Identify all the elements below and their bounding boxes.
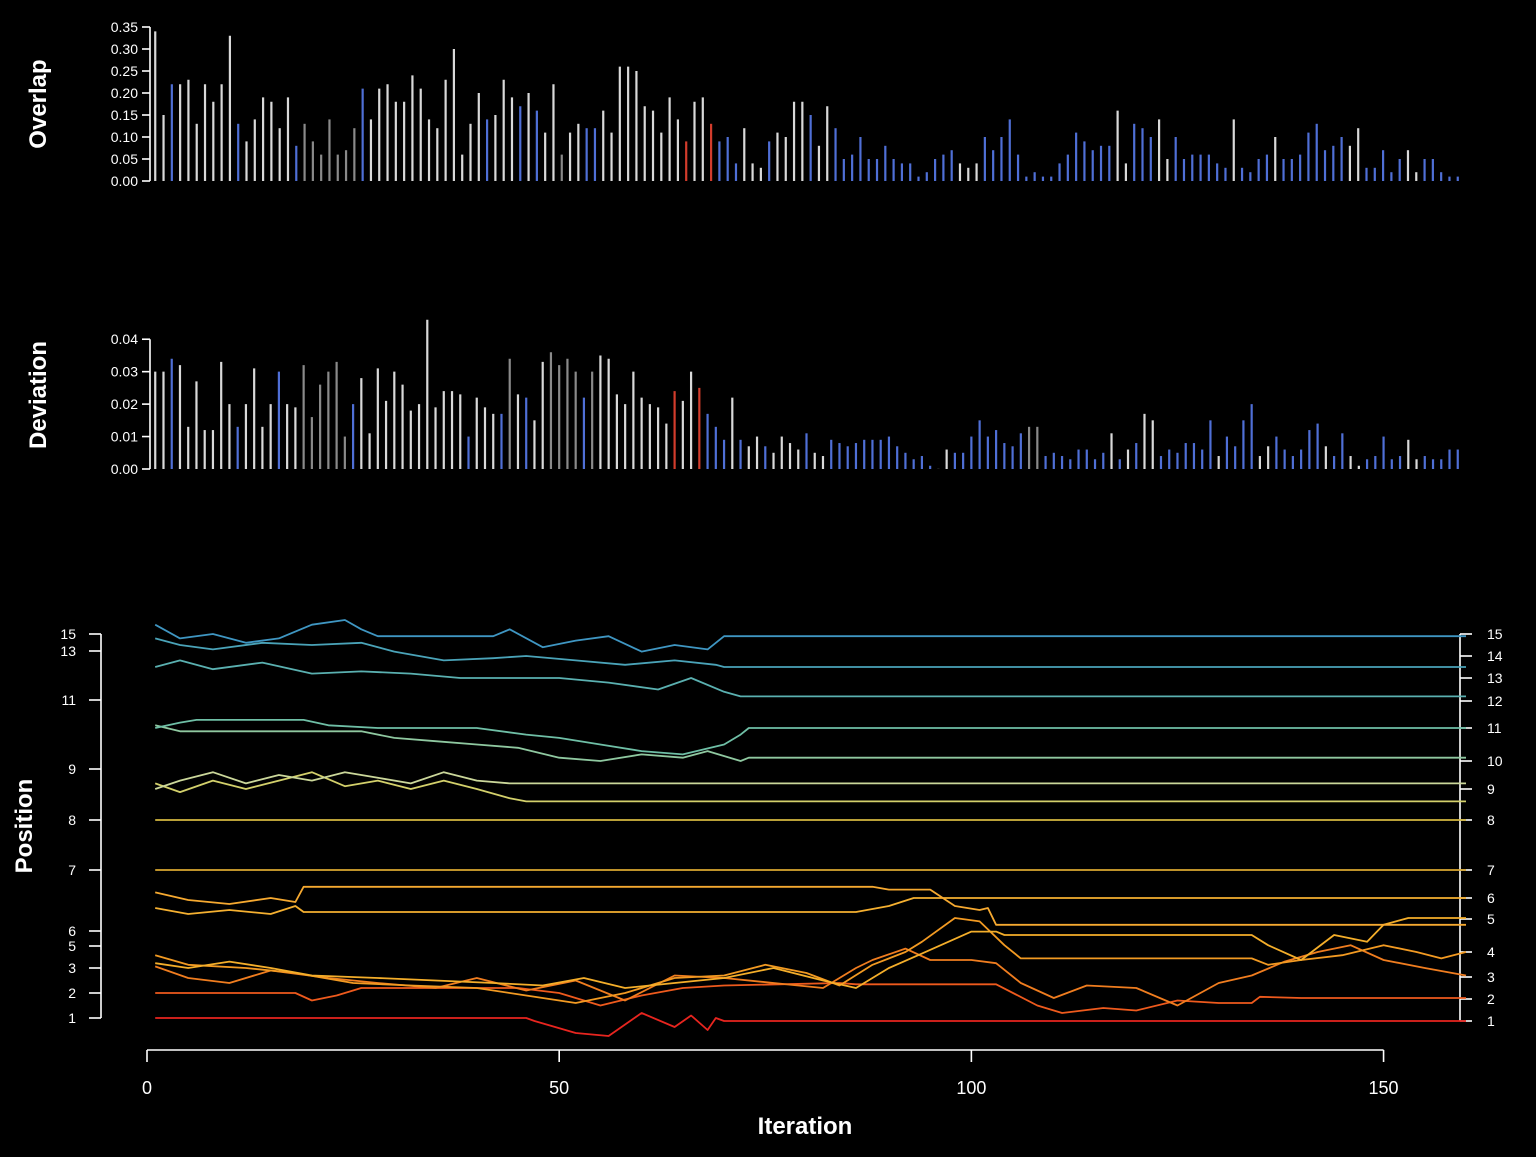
position-left-tick-label: 11: [61, 692, 76, 708]
deviation-ylabel: Deviation: [25, 341, 52, 449]
position-series-line: [154, 885, 1466, 926]
position-left-tick-label: 7: [68, 862, 76, 878]
deviation-panel: Deviation 0.00 0.01 0.02 0.03 0.04: [25, 319, 1459, 477]
position-right-tick-label: 7: [1487, 862, 1495, 878]
position-right-tick-label: 13: [1487, 670, 1503, 686]
position-series-line: [154, 724, 1466, 762]
overlap-y-tick-label: 0.10: [111, 129, 138, 145]
position-right-tick-label: 6: [1487, 890, 1495, 906]
overlap-y-axis: 0.00 0.05 0.10 0.15 0.20 0.25 0.30 0.35: [111, 19, 151, 189]
deviation-y-tick-label: 0.02: [111, 396, 138, 412]
position-left-tick-label: 1: [68, 1010, 76, 1026]
deviation-bars: [154, 319, 1459, 469]
deviation-y-tick-label: 0.04: [111, 331, 138, 347]
position-right-tick-label: 12: [1487, 693, 1503, 709]
overlap-y-tick-label: 0.15: [111, 107, 138, 123]
position-right-tick-label: 9: [1487, 781, 1495, 797]
overlap-y-tick-label: 0.00: [111, 173, 138, 189]
position-series-line: [155, 897, 1466, 915]
x-tick-label: 100: [956, 1078, 986, 1098]
position-right-tick-label: 8: [1487, 812, 1495, 828]
position-right-tick-label: 3: [1487, 969, 1495, 985]
position-series-line: [154, 771, 1466, 803]
overlap-y-tick-label: 0.25: [111, 63, 138, 79]
position-right-tick-label: 10: [1487, 753, 1503, 769]
deviation-y-tick-label: 0.01: [111, 429, 138, 445]
overlap-ylabel: Overlap: [25, 59, 52, 148]
deviation-y-axis: 0.00 0.01 0.02 0.03 0.04: [111, 331, 151, 477]
position-series-line: [154, 637, 1466, 668]
overlap-y-tick-label: 0.30: [111, 41, 138, 57]
position-left-tick-label: 2: [68, 985, 76, 1001]
position-series-line: [155, 1012, 1466, 1037]
overlap-panel: Overlap 0.00 0.05 0.10 0.15 0.20 0.25 0.30 0.35: [25, 19, 1459, 189]
overlap-y-tick-label: 0.20: [111, 85, 138, 101]
x-tick-label: 0: [142, 1078, 152, 1098]
position-series-line: [154, 771, 1466, 790]
position-right-tick-label: 14: [1487, 648, 1503, 664]
position-series-line: [155, 719, 1466, 756]
position-left-tick-label: 3: [68, 960, 76, 976]
overlap-y-tick-label: 0.35: [111, 19, 138, 35]
position-right-tick-label: 2: [1487, 991, 1495, 1007]
position-right-tick-label: 11: [1487, 720, 1502, 736]
position-right-tick-label: 15: [1487, 626, 1503, 642]
position-right-tick-label: 5: [1487, 911, 1495, 927]
position-ylabel: Position: [11, 779, 38, 874]
position-left-tick-label: 9: [68, 761, 76, 777]
position-series-line: [155, 982, 1466, 1014]
position-series-line: [154, 659, 1466, 698]
position-left-tick-label: 8: [68, 812, 76, 828]
position-left-tick-label: 5: [68, 938, 76, 954]
deviation-y-tick-label: 0.03: [111, 364, 138, 380]
position-left-tick-label: 6: [68, 923, 76, 939]
deviation-y-tick-label: 0.00: [111, 461, 138, 477]
iteration-xlabel: Iteration: [758, 1113, 853, 1140]
position-lines: [154, 619, 1467, 1037]
position-right-tick-label: 4: [1487, 944, 1495, 960]
x-tick-label: 50: [549, 1078, 569, 1098]
position-right-tick-label: 1: [1487, 1013, 1495, 1029]
x-tick-label: 150: [1369, 1078, 1399, 1098]
position-left-tick-label: 13: [60, 643, 76, 659]
position-series-line: [154, 917, 1467, 1004]
iteration-x-axis: 0 50 100 150: [142, 1049, 1399, 1098]
position-series-line: [155, 917, 1466, 989]
overlap-bars: [154, 31, 1459, 181]
position-series-line: [154, 619, 1466, 653]
position-left-tick-label: 15: [60, 626, 76, 642]
overlap-y-tick-label: 0.05: [111, 151, 138, 167]
